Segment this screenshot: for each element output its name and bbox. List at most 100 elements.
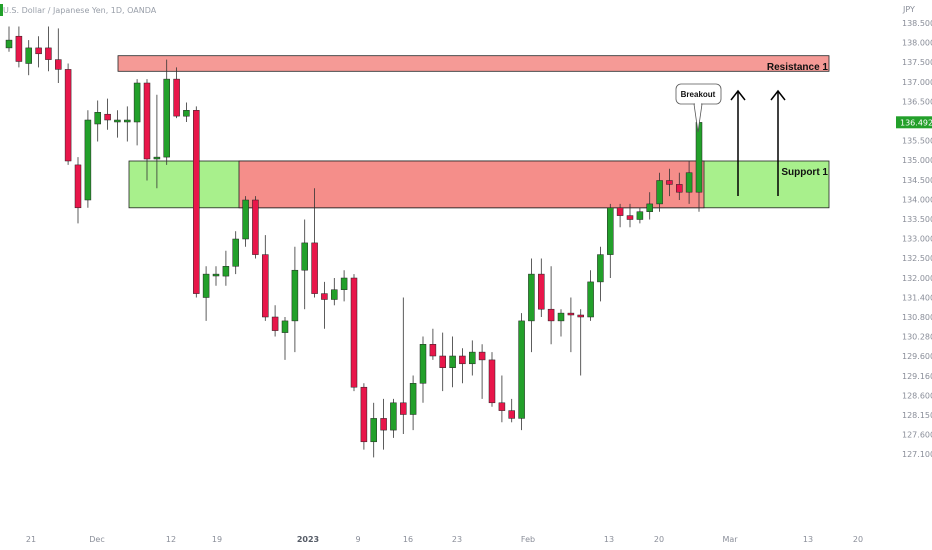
time-tick-label: 20	[853, 535, 863, 544]
candle-body	[35, 47, 42, 55]
candle-body	[74, 164, 82, 209]
price-tick-label: 133.000	[902, 235, 932, 244]
price-tick-label: 129.160	[902, 372, 932, 381]
candle-body	[666, 180, 673, 185]
candle-body	[656, 180, 663, 205]
zones-layer	[117, 55, 830, 209]
candle-body	[331, 289, 338, 300]
candle-body	[676, 184, 683, 193]
price-tick-label: 131.400	[902, 293, 932, 302]
price-tick-label: 128.600	[902, 391, 932, 400]
candle-body	[55, 59, 62, 70]
annotations-layer: Resistance 1 Support 1 Breakout	[675, 62, 829, 196]
price-tick-label: 134.000	[902, 195, 932, 204]
candle-body	[114, 119, 121, 123]
candle-body	[557, 312, 565, 322]
candle-body	[222, 266, 230, 277]
price-tick-label: 135.000	[902, 156, 932, 165]
price-tick-label: 134.500	[902, 176, 932, 185]
candle-body	[626, 215, 634, 220]
candle-body	[567, 312, 575, 316]
candle-body	[64, 69, 72, 162]
candle-body	[547, 308, 555, 322]
time-tick-label: 16	[403, 535, 413, 544]
callout-pointer-mask	[695, 102, 701, 105]
breakout-label: Breakout	[681, 90, 716, 99]
candle-body	[212, 273, 220, 277]
price-tick-label: 133.500	[902, 215, 932, 224]
price-tick-label: 129.600	[902, 352, 932, 361]
time-tick-label: Mar	[722, 535, 738, 544]
candle-body	[143, 82, 151, 160]
candle-body	[163, 78, 170, 158]
candle-body	[439, 355, 446, 368]
candle-body	[183, 110, 190, 117]
candle-body	[252, 199, 259, 255]
candle-body	[84, 119, 92, 201]
resistance-label: Resistance 1	[767, 62, 829, 73]
time-tick-label: 2023	[297, 535, 319, 544]
candle-body	[488, 359, 496, 404]
candle-body	[25, 47, 32, 64]
time-tick-label: 21	[26, 535, 36, 544]
candle-body	[5, 39, 13, 49]
supply-zone	[238, 160, 705, 209]
target-arrow-head	[730, 89, 746, 101]
currency-label: JPY	[902, 5, 915, 14]
price-tick-label: 136.500	[902, 97, 932, 106]
last-price-label: 136.492	[900, 118, 932, 127]
resistance-zone	[117, 55, 830, 72]
candle-body	[449, 355, 456, 368]
last-price-tag	[896, 116, 932, 129]
candle-body	[242, 199, 249, 240]
price-axis[interactable]: 138.500138.000137.500137.000136.500136.0…	[896, 19, 932, 459]
price-tick-label: 127.600	[902, 431, 932, 440]
price-tick-label: 130.800	[902, 313, 932, 322]
candle-body	[202, 273, 210, 298]
time-axis[interactable]: 21 Dec 12 19 2023 9 16 23 Feb 13 20 Mar 13 20	[26, 535, 863, 544]
time-tick-label: Feb	[521, 535, 535, 544]
candle-body	[685, 172, 693, 193]
candle-body	[518, 320, 525, 419]
candle-body	[508, 410, 515, 419]
candle-body	[350, 277, 358, 388]
candle-body	[577, 314, 584, 318]
candle-body	[370, 418, 377, 443]
time-tick-label: 13	[604, 535, 614, 544]
time-tick-label: 23	[452, 535, 462, 544]
candle-body	[616, 207, 624, 216]
price-tick-label: 130.280	[902, 333, 932, 342]
candle-body	[429, 344, 437, 357]
time-tick-label: 12	[166, 535, 176, 544]
price-tick-label: 137.500	[902, 58, 932, 67]
price-tick-label: 127.100	[902, 450, 932, 459]
price-tick-label: 132.000	[902, 274, 932, 283]
candle-body	[459, 355, 466, 365]
candle-body	[311, 242, 318, 294]
candle-body	[291, 269, 299, 322]
price-tick-label: 138.500	[902, 19, 932, 28]
candle-body	[409, 383, 417, 415]
time-tick-label: 20	[654, 535, 664, 544]
candle-body	[271, 316, 279, 331]
candle-body	[321, 293, 328, 300]
price-tick-label: 138.000	[902, 39, 932, 48]
candle-body	[104, 113, 111, 121]
candle-body	[597, 254, 604, 283]
candle-body	[193, 110, 200, 294]
symbol-title: U.S. Dollar / Japanese Yen, 1D, OANDA	[3, 6, 157, 15]
candle-body	[360, 386, 368, 443]
target-arrow-head	[770, 89, 786, 101]
candle-body	[173, 78, 180, 117]
price-tick-label: 135.500	[902, 137, 932, 146]
time-tick-label: 19	[212, 535, 222, 544]
candle-body	[400, 402, 407, 415]
candle-body	[340, 277, 348, 290]
candle-body	[390, 402, 397, 431]
price-tick-label: 132.500	[902, 254, 932, 263]
price-tick-label: 137.000	[902, 78, 932, 87]
candle-body	[380, 418, 387, 431]
candle-body	[538, 273, 545, 310]
